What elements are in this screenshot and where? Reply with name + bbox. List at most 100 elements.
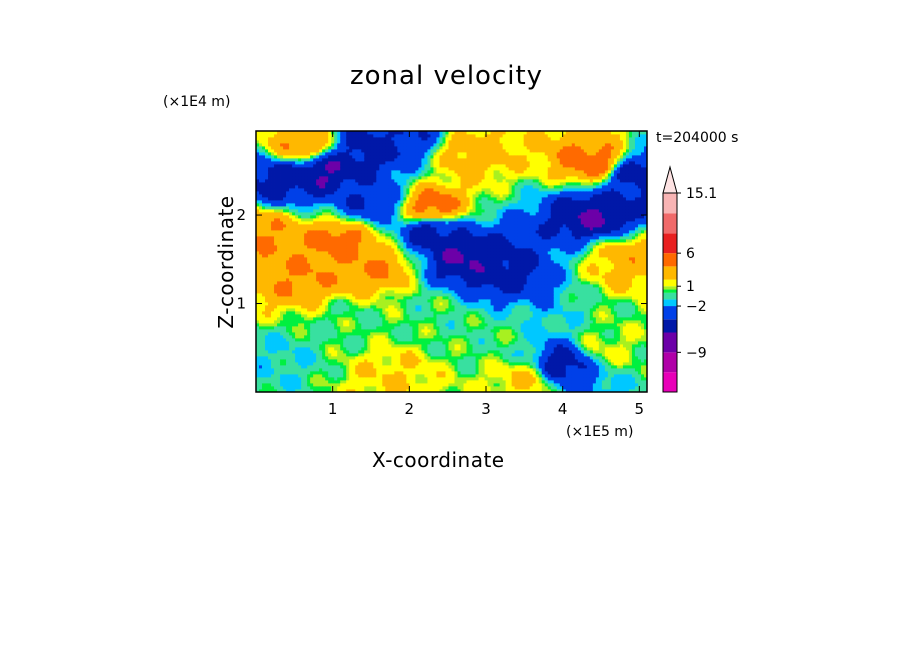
- field-cell: [424, 311, 428, 315]
- field-cell: [352, 266, 356, 270]
- field-cell: [355, 218, 359, 222]
- field-cell: [268, 326, 272, 330]
- field-cell: [280, 227, 284, 231]
- field-cell: [325, 218, 329, 222]
- field-cell: [274, 236, 278, 240]
- field-cell: [397, 311, 401, 315]
- field-cell: [331, 212, 335, 216]
- field-cell: [364, 230, 368, 234]
- field-cell: [355, 320, 359, 324]
- field-cell: [349, 173, 353, 177]
- field-cell: [364, 143, 368, 147]
- field-cell: [412, 254, 416, 258]
- field-cell: [313, 257, 317, 261]
- field-cell: [316, 341, 320, 345]
- field-cell: [268, 302, 272, 306]
- field-cell: [394, 134, 398, 138]
- field-cell: [385, 206, 389, 210]
- field-cell: [286, 260, 290, 264]
- field-cell: [286, 245, 290, 249]
- field-cell: [319, 257, 323, 261]
- field-cell: [391, 191, 395, 195]
- field-cell: [421, 368, 425, 372]
- field-cell: [391, 374, 395, 378]
- field-cell: [415, 197, 419, 201]
- field-cell: [262, 146, 266, 150]
- field-cell: [397, 239, 401, 243]
- field-cell: [280, 383, 284, 387]
- field-cell: [262, 380, 266, 384]
- field-cell: [313, 143, 317, 147]
- field-cell: [319, 386, 323, 390]
- field-cell: [352, 320, 356, 324]
- field-cell: [274, 230, 278, 234]
- field-cell: [283, 365, 287, 369]
- field-cell: [352, 332, 356, 336]
- field-cell: [328, 251, 332, 255]
- field-cell: [358, 221, 362, 225]
- field-cell: [388, 173, 392, 177]
- field-cell: [391, 389, 395, 392]
- field-cell: [310, 371, 314, 375]
- field-cell: [397, 359, 401, 363]
- field-cell: [394, 260, 398, 264]
- field-cell: [361, 275, 365, 279]
- field-cell: [274, 152, 278, 156]
- field-cell: [277, 215, 281, 219]
- field-cell: [289, 284, 293, 288]
- field-cell: [298, 224, 302, 228]
- field-cell: [391, 359, 395, 363]
- field-cell: [385, 329, 389, 333]
- field-cell: [346, 224, 350, 228]
- field-cell: [289, 191, 293, 195]
- field-cell: [268, 287, 272, 291]
- field-cell: [394, 287, 398, 291]
- field-cell: [274, 272, 278, 276]
- field-cell: [361, 320, 365, 324]
- field-cell: [304, 188, 308, 192]
- field-cell: [256, 347, 260, 351]
- field-cell: [343, 320, 347, 324]
- field-cell: [307, 218, 311, 222]
- field-cell: [403, 371, 407, 375]
- field-cell: [262, 344, 266, 348]
- field-cell: [358, 161, 362, 165]
- field-cell: [379, 152, 383, 156]
- field-cell: [391, 134, 395, 138]
- field-cell: [331, 281, 335, 285]
- field-cell: [373, 371, 377, 375]
- field-cell: [352, 323, 356, 327]
- field-cell: [337, 386, 341, 390]
- field-cell: [355, 347, 359, 351]
- field-cell: [313, 323, 317, 327]
- field-cell: [346, 197, 350, 201]
- field-cell: [385, 212, 389, 216]
- field-cell: [280, 254, 284, 258]
- field-cell: [361, 266, 365, 270]
- field-cell: [358, 308, 362, 312]
- field-cell: [343, 332, 347, 336]
- field-cell: [397, 230, 401, 234]
- field-cell: [400, 143, 404, 147]
- field-cell: [355, 356, 359, 360]
- field-cell: [367, 386, 371, 390]
- field-cell: [319, 206, 323, 210]
- field-cell: [379, 290, 383, 294]
- field-cell: [295, 242, 299, 246]
- field-cell: [358, 338, 362, 342]
- field-cell: [415, 185, 419, 189]
- field-cell: [385, 353, 389, 357]
- field-cell: [262, 185, 266, 189]
- field-cell: [406, 266, 410, 270]
- field-cell: [373, 368, 377, 372]
- field-cell: [424, 131, 428, 135]
- field-cell: [343, 353, 347, 357]
- field-cell: [361, 362, 365, 366]
- field-cell: [286, 233, 290, 237]
- field-cell: [268, 299, 272, 303]
- field-cell: [424, 146, 428, 150]
- field-cell: [400, 347, 404, 351]
- field-cell: [346, 278, 350, 282]
- field-cell: [322, 302, 326, 306]
- field-cell: [376, 347, 380, 351]
